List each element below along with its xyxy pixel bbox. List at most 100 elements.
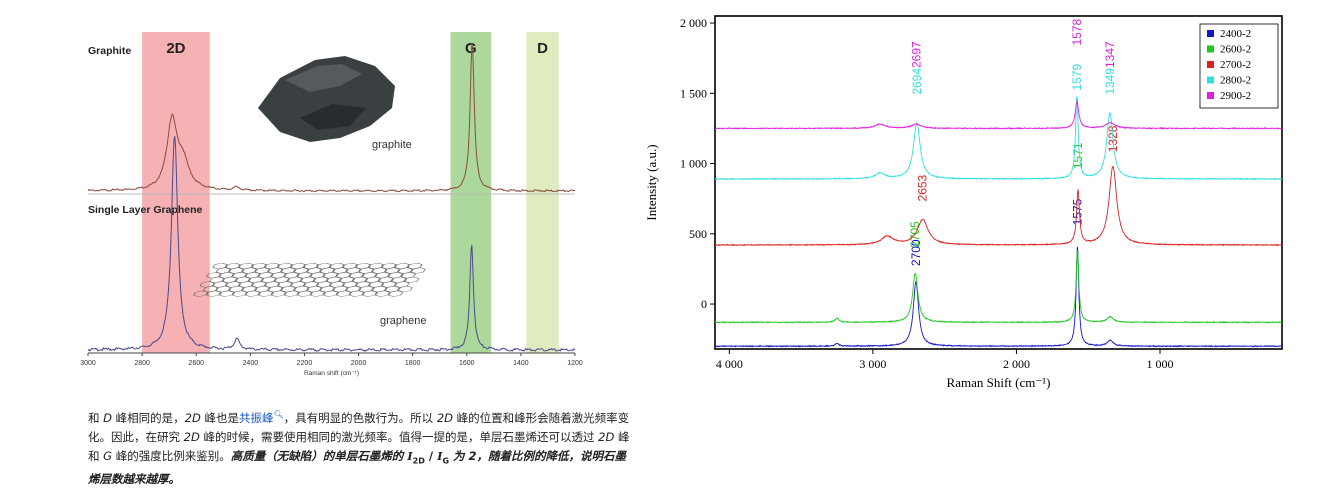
spectrum-single-layer-graphene [87, 136, 576, 352]
text-run: 2D [183, 429, 200, 444]
graphene-hexagon [297, 290, 313, 297]
graphene-hexagon [358, 267, 374, 274]
peak-label: 2700 [909, 239, 923, 266]
series-2900-2 [715, 100, 1282, 130]
graphene-hexagon [209, 276, 225, 284]
graphene-hexagon [205, 272, 222, 279]
graphene-hexagon [241, 267, 257, 274]
graphene-hexagon [212, 281, 228, 288]
text-run: 和 [88, 410, 104, 425]
text-run: 峰的时候，需要使用相同的激光频率。值得一提的是，单层石墨烯还可以透过 [199, 429, 599, 444]
graphene-hexagon [238, 262, 254, 270]
x-tick-label: 2400 [243, 360, 259, 367]
graphene-hexagon [293, 285, 309, 293]
graphene-hexagon [319, 285, 335, 293]
graphene-hexagon [348, 272, 365, 279]
graphite-image-shadow [300, 104, 366, 130]
graphene-hexagon [228, 285, 244, 293]
peak-label: 1579 [1070, 63, 1084, 90]
x-tick-label: 1400 [513, 360, 529, 367]
graphene-hexagon [394, 262, 410, 270]
band-label: 2D [166, 40, 185, 57]
x-tick-label: 1 000 [1146, 357, 1173, 371]
graphene-hexagon [342, 281, 358, 288]
graphene-hexagon [290, 262, 306, 270]
graphene-hexagon [303, 281, 319, 288]
band-label: D [537, 40, 548, 57]
text-run: 峰也是 [200, 410, 239, 425]
graphene-hexagon [193, 290, 209, 297]
y-axis-label: Intensity (a.u.) [644, 144, 659, 220]
legend-entry: 2700-2 [1220, 59, 1251, 71]
x-tick-label: 3000 [80, 360, 96, 367]
graphene-hexagon [300, 276, 316, 284]
text-run: 2D [184, 410, 201, 425]
x-tick-label: 3 000 [859, 357, 886, 371]
legend-swatch [1207, 61, 1214, 68]
band-D [526, 32, 559, 353]
graphene-hexagon [271, 290, 287, 297]
x-tick-label: 4 000 [716, 357, 743, 371]
search-icon[interactable]: 🔍︎ [273, 410, 284, 419]
graphene-hexagon [244, 272, 261, 279]
panel-label: Single Layer Graphene [88, 204, 203, 216]
graphene-hexagon [212, 262, 228, 270]
graphene-hexagon [287, 276, 303, 284]
graphene-hexagon [368, 262, 384, 270]
series-2800-2 [715, 96, 1282, 181]
graphene-hexagon [339, 276, 355, 284]
formula-sub: 2D [412, 456, 425, 466]
graphene-hexagon [397, 267, 413, 274]
graphene-hexagon [222, 276, 238, 284]
graphene-hexagon [261, 276, 277, 284]
graphene-hexagon [283, 272, 300, 279]
graphene-hexagon [270, 272, 287, 279]
graphene-hexagon [303, 262, 319, 270]
graphene-hexagon [404, 276, 420, 284]
graphene-hexagon [335, 272, 352, 279]
x-tick-label: 1600 [459, 360, 475, 367]
y-tick-label: 500 [689, 227, 707, 241]
legend-swatch [1207, 30, 1214, 37]
graphene-hexagon [323, 290, 339, 297]
graphene-image [193, 262, 426, 297]
graphene-hexagon [316, 262, 332, 270]
graphene-hexagon [215, 285, 231, 293]
graphene-hexagon [342, 262, 358, 270]
graphene-hexagon [228, 267, 244, 274]
bold-text-run: 为 2，随着比例的降低，说明石墨烯层数越来越厚。 [88, 448, 627, 487]
graphene-hexagon [254, 285, 270, 293]
graphene-hexagon [378, 276, 394, 284]
formula-i: I [407, 448, 413, 463]
peak-label: 2697 [909, 41, 923, 68]
text-run: 2D [598, 429, 615, 444]
text-run: 峰的位置和峰形会随着激光频率变化。因此，在研究 [88, 410, 630, 444]
resonance-peak-link[interactable]: 共振峰 [239, 410, 274, 425]
peak-label: 2694 [910, 68, 924, 95]
graphene-hexagon [368, 281, 384, 288]
graphene-hexagon [400, 272, 417, 279]
text-run: 峰的强度比例来鉴别。 [112, 448, 231, 463]
text-run: 峰相同的是， [112, 410, 185, 425]
graphite-graphene-raman-figure: 2D G D Graphite Single Layer Graphene graphit… [70, 8, 590, 388]
legend-entry: 2600-2 [1220, 44, 1251, 56]
graphene-hexagon [332, 267, 348, 274]
graphene-hexagon [381, 281, 397, 288]
graphene-hexagon [206, 290, 222, 297]
spectrum-graphite [87, 42, 576, 193]
graphene-hexagon [394, 281, 410, 288]
graphene-hexagon [326, 276, 342, 284]
formula-i: I [437, 448, 443, 463]
graphene-hexagon [264, 281, 280, 288]
graphene-hexagon [365, 276, 381, 284]
graphene-hexagon [319, 267, 335, 274]
legend-entry: 2400-2 [1220, 28, 1251, 40]
image-label: graphite [372, 139, 412, 151]
graphene-hexagon [257, 272, 274, 279]
graphene-hexagon [374, 272, 391, 279]
peak-label: 1575 [1070, 198, 1084, 225]
graphene-hexagon [254, 267, 270, 274]
legend-swatch [1207, 92, 1214, 99]
raman-intensity-chart: 0 500 1 000 1 500 2 000 4 000 3 000 2 000 1 000 R… [630, 8, 1310, 398]
